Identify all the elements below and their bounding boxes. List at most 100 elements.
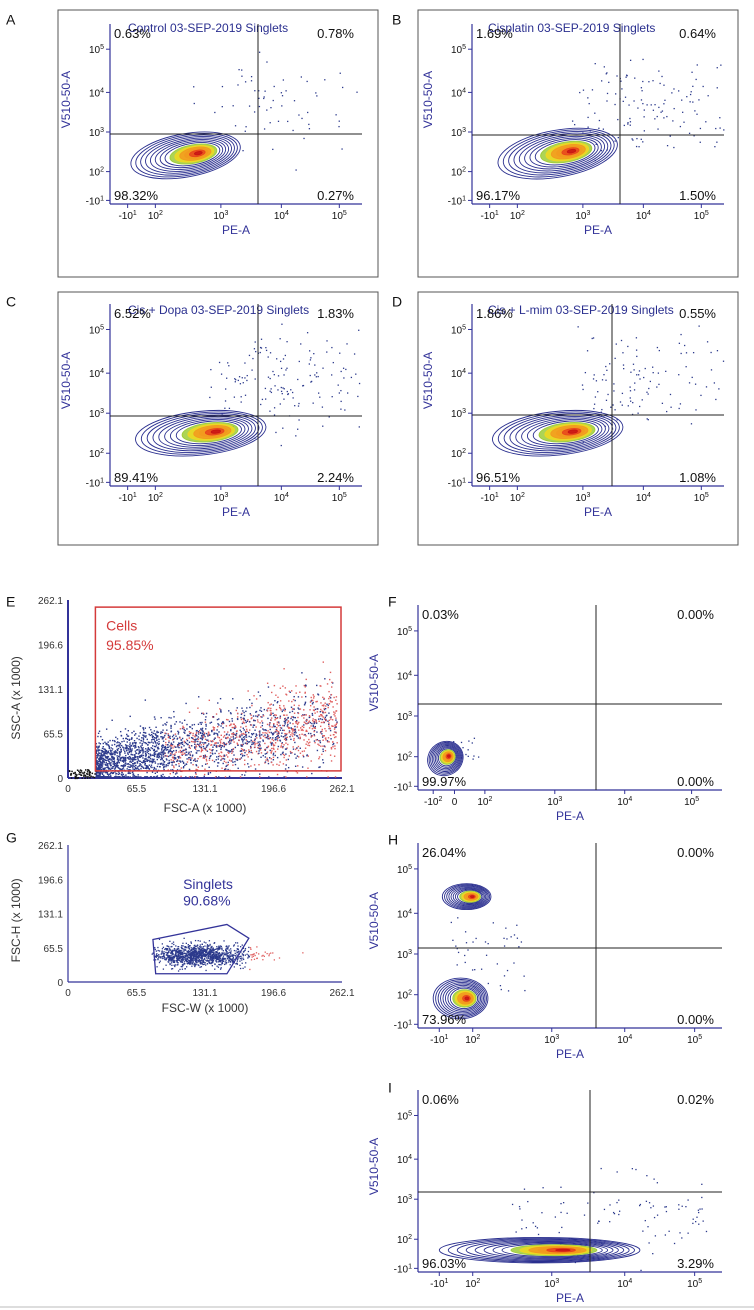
event-dot [127,772,129,774]
event-dot [284,720,287,722]
event-dot [158,950,161,952]
event-dot [503,945,506,947]
event-dot [161,746,164,749]
event-dot [228,710,230,712]
event-dot [665,1210,668,1213]
event-dot [164,958,166,961]
event-dot [236,758,239,760]
event-dot [644,1219,646,1222]
event-dot [215,759,217,761]
event-dot [258,764,260,766]
event-dot [96,767,98,770]
event-dot [193,956,195,958]
event-dot [197,950,199,953]
event-dot [194,947,197,949]
event-dot [255,715,257,717]
event-dot [106,757,108,759]
event-dot [234,757,237,760]
event-dot [190,947,192,949]
event-dot [196,776,199,778]
event-dot [178,755,181,758]
event-dot [218,361,221,364]
x-tick-label: 104 [274,492,289,504]
event-dot [216,955,218,958]
event-dot [475,937,477,940]
event-dot [131,766,134,768]
event-dot [311,712,314,715]
event-dot [613,390,615,392]
event-dot [201,963,203,965]
event-dot [102,746,104,748]
contour-ring [483,1241,614,1259]
event-dot [236,742,238,744]
event-dot [101,751,104,753]
event-dot [252,726,254,728]
event-dot [345,368,347,371]
event-dot [207,947,209,949]
event-dot [196,945,199,947]
event-dot [296,755,299,757]
event-dot [126,747,128,749]
event-dot [225,963,227,965]
event-dot [253,348,256,350]
event-dot [241,733,243,735]
event-dot [138,735,140,737]
event-dot [332,741,334,743]
event-dot [606,369,608,371]
event-dot [231,955,234,957]
event-dot [467,749,469,751]
event-dot [207,734,209,736]
event-dot [202,745,205,748]
event-dot [306,754,308,756]
event-dot [200,749,203,752]
event-dot [200,723,202,725]
event-dot [160,731,162,733]
event-dot [471,742,473,744]
event-dot [177,756,179,758]
x-tick-label: -101 [480,492,498,504]
event-dot [128,755,131,758]
event-dot [296,735,298,737]
event-dot [614,409,616,411]
event-dot [634,382,636,384]
event-dot [246,740,249,742]
event-dot [173,949,175,952]
event-dot [267,735,270,737]
event-dot [234,725,237,727]
y-tick-label: 102 [397,1234,412,1246]
event-dot [663,117,665,119]
event-dot [134,744,137,746]
event-dot [640,99,643,101]
event-dot [216,958,218,961]
event-dot [107,756,110,758]
event-dot [168,949,171,951]
event-dot [256,737,258,739]
event-dot [312,697,315,699]
event-dot [132,768,134,770]
event-dot [244,719,247,722]
event-dot [214,956,217,959]
event-dot [219,742,222,744]
event-dot [184,764,186,767]
event-dot [155,737,157,739]
event-dot [164,723,166,725]
event-dot [217,736,219,738]
y-tick-label: 103 [397,711,412,723]
event-dot [104,751,106,753]
event-dot [186,957,189,959]
event-dot [199,755,201,758]
event-dot [190,950,192,952]
event-dot [230,712,232,715]
event-dot [167,951,170,953]
event-dot [202,743,205,746]
event-dot [310,357,312,359]
event-dot [317,375,319,378]
event-dot [186,960,188,963]
event-dot [296,726,299,728]
event-dot [260,737,262,739]
event-dot [201,952,203,954]
event-dot [705,386,708,388]
event-dot [145,753,147,756]
event-dot [155,726,157,728]
y-tick-label: 102 [451,167,466,179]
